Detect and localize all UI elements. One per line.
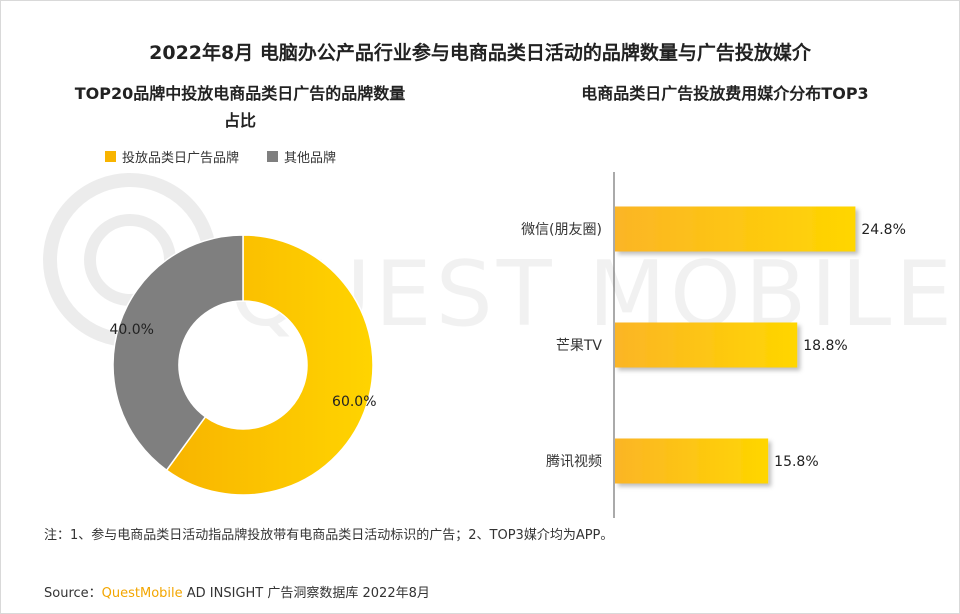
chart-title: 2022年8月 电脑办公产品行业参与电商品类日活动的品牌数量与广告投放媒介: [149, 42, 811, 64]
bar-value-label: 18.8%: [803, 338, 847, 354]
footnote: 注：1、参与电商品类日活动指品牌投放带有电商品类日活动标识的广告；2、TOP3媒…: [44, 528, 614, 543]
bar-category-label: 微信(朋友圈): [521, 222, 602, 238]
legend-label: 投放品类日广告品牌: [122, 151, 240, 166]
bar-value-label: 24.8%: [861, 222, 905, 238]
source-suffix: AD INSIGHT 广告洞察数据库 2022年8月: [182, 586, 430, 601]
bar: [615, 206, 856, 252]
donut-slice-label: 60.0%: [332, 394, 376, 410]
bar: [615, 322, 798, 368]
legend-label: 其他品牌: [284, 151, 337, 166]
donut-slice-label: 40.0%: [109, 322, 153, 338]
source-prefix: Source：: [44, 586, 102, 601]
source-brand: QuestMobile: [101, 586, 183, 601]
donut-legend: 投放品类日广告品牌 其他品牌: [105, 147, 336, 166]
left-subtitle: TOP20品牌中投放电商品类日广告的品牌数量 占比: [40, 80, 440, 134]
donut-slice-other-brands: [112, 234, 244, 472]
legend-item-ad-brands: 投放品类日广告品牌: [105, 147, 239, 166]
legend-item-other-brands: 其他品牌: [267, 147, 336, 166]
bar-category-label: 腾讯视频: [546, 453, 602, 470]
legend-swatch-yellow: [105, 151, 116, 162]
source-line: Source：QuestMobile AD INSIGHT 广告洞察数据库 20…: [44, 582, 430, 601]
donut-slice-ad-brands: [165, 234, 374, 496]
legend-swatch-gray: [267, 151, 279, 162]
left-subtitle-line1: TOP20品牌中投放电商品类日广告的品牌数量: [74, 84, 406, 103]
bar-category-label: 芒果TV: [556, 338, 603, 354]
bar-value-label: 15.8%: [774, 454, 818, 470]
right-subtitle: 电商品类日广告投放费用媒介分布TOP3: [581, 84, 869, 103]
bar: [615, 438, 769, 484]
left-subtitle-line2: 占比: [223, 111, 256, 130]
